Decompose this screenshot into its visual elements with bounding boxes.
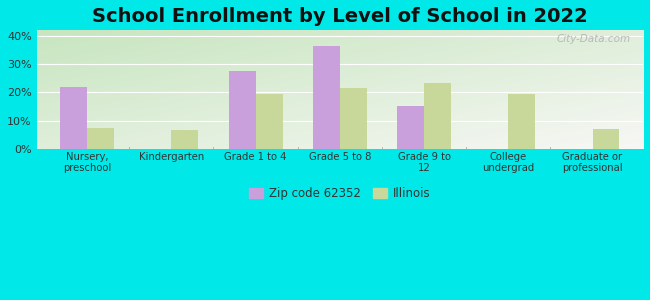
Text: City-Data.com: City-Data.com bbox=[557, 34, 631, 44]
Legend: Zip code 62352, Illinois: Zip code 62352, Illinois bbox=[244, 182, 436, 205]
Bar bbox=[424, 82, 451, 149]
Bar bbox=[60, 87, 87, 149]
Bar bbox=[313, 46, 340, 149]
Bar bbox=[593, 129, 619, 149]
Bar bbox=[172, 130, 198, 149]
Bar bbox=[508, 94, 535, 149]
Bar bbox=[255, 94, 283, 149]
Bar bbox=[340, 88, 367, 149]
Bar bbox=[87, 128, 114, 149]
Bar bbox=[229, 71, 255, 149]
Bar bbox=[397, 106, 424, 149]
Title: School Enrollment by Level of School in 2022: School Enrollment by Level of School in … bbox=[92, 7, 588, 26]
